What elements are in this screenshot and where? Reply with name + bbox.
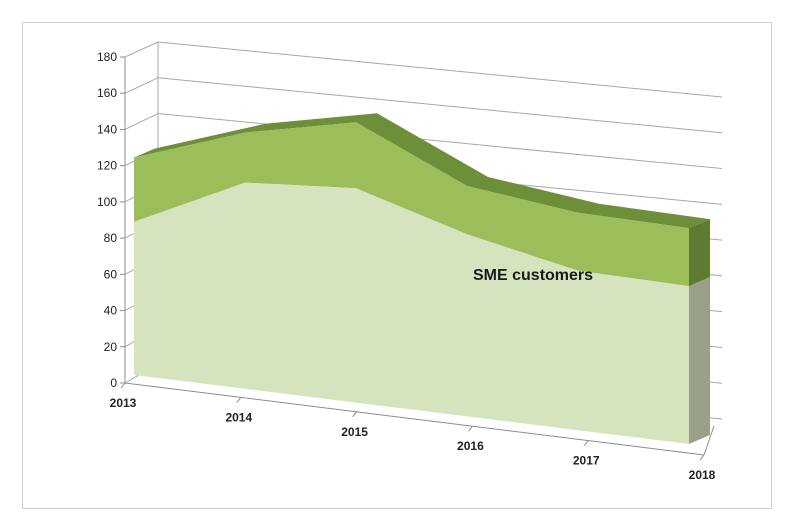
axes bbox=[120, 56, 715, 461]
gridline-back bbox=[157, 113, 723, 170]
series-label-sme-customers: SME customers bbox=[473, 267, 593, 284]
x-tick-label: 2016 bbox=[457, 439, 484, 453]
x-tick-mark bbox=[699, 454, 705, 461]
x-tick-label: 2013 bbox=[110, 396, 137, 410]
gridline-wall bbox=[124, 41, 159, 58]
x-tick-mark bbox=[583, 440, 589, 446]
area-top-front bbox=[134, 122, 689, 287]
tick-labels: 0 20 40 60 80 100 120 140 160 180 2013 2014 2015 2016… bbox=[97, 50, 716, 482]
gridline-back bbox=[157, 41, 723, 98]
y-tick-label: 140 bbox=[97, 122, 117, 136]
x-axis-depth bbox=[703, 425, 715, 456]
x-axis bbox=[124, 382, 705, 456]
y-tick-label: 180 bbox=[97, 50, 117, 64]
x-tick-label: 2014 bbox=[225, 410, 252, 424]
x-tick-label: 2018 bbox=[689, 468, 716, 482]
y-tick-label: 120 bbox=[97, 159, 117, 173]
x-tick-mark bbox=[120, 382, 126, 389]
gridline-back bbox=[157, 77, 723, 134]
x-tick-mark bbox=[236, 397, 242, 403]
area-top-side bbox=[689, 219, 710, 287]
x-tick-mark bbox=[468, 425, 473, 432]
area-sme-customers bbox=[134, 182, 689, 444]
area-series bbox=[134, 113, 710, 444]
gridline-wall bbox=[124, 113, 159, 130]
gridline-wall bbox=[124, 77, 159, 94]
x-tick-label: 2015 bbox=[341, 425, 368, 439]
y-tick-label: 40 bbox=[104, 304, 118, 318]
x-tick-mark bbox=[352, 411, 357, 418]
y-tick-label: 60 bbox=[104, 267, 118, 281]
y-tick-label: 160 bbox=[97, 86, 117, 100]
y-tick-label: 20 bbox=[104, 340, 118, 354]
area-top-ridge bbox=[134, 113, 710, 229]
area-sme-side bbox=[689, 277, 710, 444]
y-tick-label: 100 bbox=[97, 195, 117, 209]
y-tick-label: 80 bbox=[104, 231, 118, 245]
y-tick-label: 0 bbox=[110, 376, 117, 390]
x-tick-label: 2017 bbox=[573, 454, 600, 468]
